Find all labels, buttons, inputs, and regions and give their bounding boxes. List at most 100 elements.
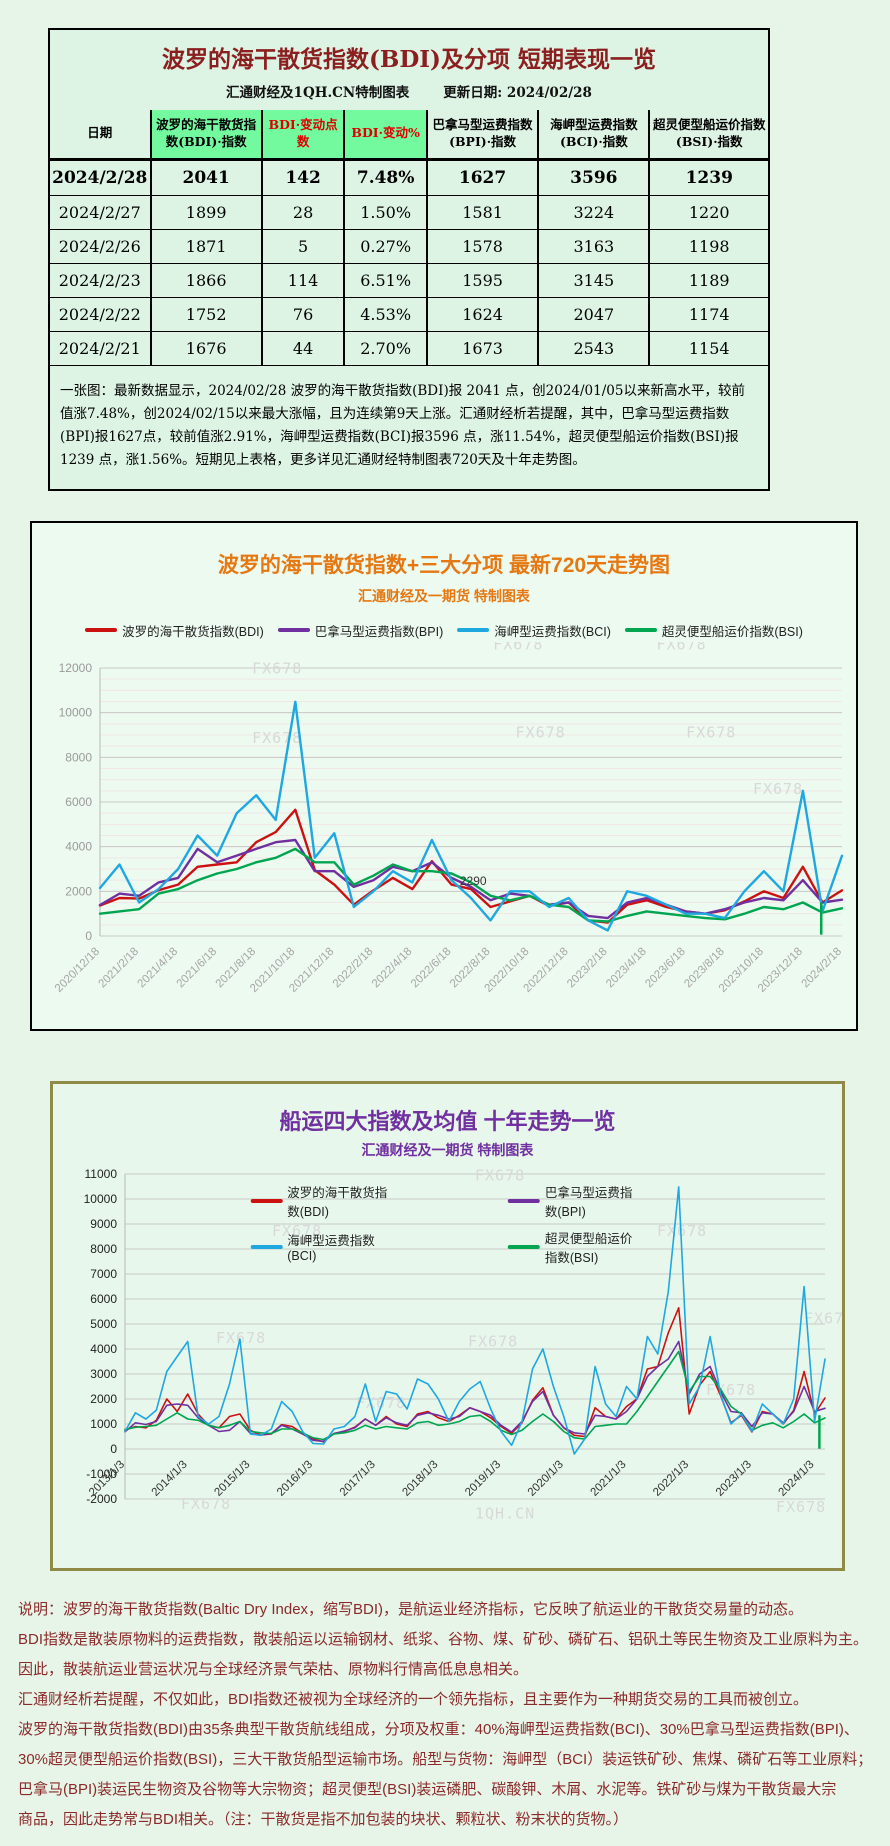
series-line (124, 1306, 826, 1443)
svg-text:FX678: FX678 (475, 1166, 525, 1184)
legend-label: 巴拿马型运费指数(BPI) (314, 624, 444, 639)
explanation-line: 波罗的海干散货指数(BDI)由35条典型干散货航线组成，分项及权重：40%海岬型… (18, 1720, 859, 1738)
svg-text:2021/6/18: 2021/6/18 (175, 945, 220, 990)
svg-text:2290: 2290 (460, 873, 487, 887)
explanation-line: 30%超灵便型船运价指数(BSI)，三大干散货船型运输市场。船型与货物：海岬型（… (18, 1750, 873, 1768)
table-cell: 7.48% (343, 158, 427, 196)
svg-text:8000: 8000 (90, 1242, 117, 1256)
table-cell: 1189 (648, 262, 768, 298)
svg-text:2000: 2000 (90, 1392, 117, 1406)
svg-text:5000: 5000 (90, 1317, 117, 1331)
legend-item: 波罗的海干散货指数(BDI) (85, 621, 264, 640)
svg-text:FX678: FX678 (181, 1494, 231, 1512)
column-header: BDI·变动点数 (260, 110, 345, 161)
svg-text:2021/4/18: 2021/4/18 (136, 945, 181, 990)
svg-text:0: 0 (85, 929, 92, 943)
svg-text:2024/1/3: 2024/1/3 (777, 1458, 817, 1498)
svg-text:FX678: FX678 (776, 1498, 826, 1516)
legend-item: 波罗的海干散货指数(BDI) (250, 1182, 388, 1220)
table-source: 汇通财经及1QH.CN特制图表 (226, 85, 410, 101)
legend-swatch-icon (624, 628, 657, 633)
legend-item: 海岬型运费指数(BCI) (457, 621, 611, 640)
svg-text:2022/4/18: 2022/4/18 (370, 945, 415, 990)
svg-text:2024/2/18: 2024/2/18 (799, 945, 844, 990)
series-line (124, 1350, 826, 1440)
svg-text:2019/1/3: 2019/1/3 (463, 1458, 503, 1498)
svg-text:4000: 4000 (65, 839, 92, 853)
table-cell: 2024/2/28 (50, 158, 151, 196)
svg-text:FX678: FX678 (706, 1381, 756, 1399)
table-subtitle: 汇通财经及1QH.CN特制图表 更新日期: 2024/02/28 (50, 74, 768, 110)
table-cell: 2024/2/26 (50, 228, 151, 264)
svg-text:FX678: FX678 (252, 659, 302, 677)
svg-text:2014/1/3: 2014/1/3 (150, 1458, 190, 1498)
table-row: 2024/2/21 1676 44 2.70% 1673 2543 1154 (50, 330, 768, 365)
svg-text:2016/1/3: 2016/1/3 (275, 1458, 315, 1498)
svg-text:6000: 6000 (90, 1292, 117, 1306)
legend-swatch-icon (457, 628, 490, 633)
table-cell: 1752 (149, 296, 262, 332)
table-cell: 1174 (648, 296, 768, 332)
table-cell: 3224 (537, 194, 650, 230)
table-cell: 1624 (425, 296, 539, 332)
legend-swatch-icon (250, 1244, 283, 1249)
table-cell: 3163 (537, 228, 650, 264)
table-row: 2024/2/28 2041 142 7.48% 1627 3596 1239 (50, 158, 768, 196)
column-header: 超灵便型船运价指数(BSI)·指数 (648, 110, 768, 161)
table-title: 波罗的海干散货指数(BDI)及分项 短期表现一览 (162, 46, 656, 73)
chart-10y-legend: 波罗的海干散货指数(BDI) 巴拿马型运费指数(BPI) 海岬型运费指数(BCI) 超… (250, 1182, 645, 1266)
series-line (124, 1185, 826, 1455)
svg-text:9000: 9000 (90, 1217, 117, 1231)
legend-swatch-icon (277, 628, 310, 633)
table-cell: 1595 (425, 262, 539, 298)
column-header: BDI·变动% (343, 110, 427, 161)
table-cell: 1899 (149, 194, 262, 230)
legend-swatch-icon (507, 1198, 540, 1203)
legend-label: 波罗的海干散货指数(BDI) (122, 624, 264, 639)
svg-text:FX678: FX678 (252, 729, 302, 747)
series-line (98, 847, 844, 923)
series-line (98, 700, 844, 932)
table-cell: 1154 (648, 330, 768, 365)
table-cell: 2543 (537, 330, 650, 365)
table-cell: 114 (260, 262, 345, 298)
table-cell: 3596 (537, 158, 650, 196)
legend-swatch-icon (85, 628, 118, 633)
svg-text:2022/2/18: 2022/2/18 (331, 945, 376, 990)
chart-10y: FX678 FX678 FX678 FX678 FX678 FX678 FX678 FX678… (84, 1166, 842, 1522)
explanation-line: 商品，因此走势常与BDI相关。（注：干散货是指不加包装的块状、颗粒状、粉末状的货… (18, 1810, 629, 1828)
table-cell: 2024/2/21 (50, 330, 151, 365)
svg-text:2023/6/18: 2023/6/18 (643, 945, 688, 990)
svg-text:2020/1/3: 2020/1/3 (526, 1458, 566, 1498)
chart-720d: FX678 FX678 FX678 FX678 FX678 FX678 FX678 0 2000… (53, 642, 844, 995)
svg-text:8000: 8000 (65, 750, 92, 764)
table-cell: 1871 (149, 228, 262, 264)
svg-text:FX678: FX678 (272, 1221, 322, 1239)
svg-text:FX678: FX678 (657, 1221, 707, 1239)
svg-text:FX678: FX678 (516, 723, 566, 741)
legend-item: 海岬型运费指数(BCI) (250, 1228, 388, 1266)
svg-text:10000: 10000 (59, 705, 93, 719)
table-cell: 1239 (648, 158, 768, 196)
gridlines (99, 667, 842, 937)
svg-text:2017/1/3: 2017/1/3 (338, 1458, 378, 1498)
legend-swatch-icon (507, 1244, 540, 1249)
svg-text:1000: 1000 (90, 1417, 117, 1431)
table-cell: 4.53% (343, 296, 427, 332)
legend-label: 波罗的海干散货指数(BDI) (287, 1185, 388, 1219)
chart-10y-card: 船运四大指数及均值 十年走势一览 汇通财经及一期货 特制图表 波罗的海干散货指数… (50, 1080, 845, 1571)
chart-720d-card: 波罗的海干散货指数+三大分项 最新720天走势图 汇通财经及一期货 特制图表 波… (30, 520, 858, 1031)
svg-text:2015/1/3: 2015/1/3 (212, 1458, 252, 1498)
table-row: 2024/2/26 1871 5 0.27% 1578 3163 1198 (50, 228, 768, 264)
svg-text:FX678: FX678 (804, 1309, 842, 1327)
table-update-date: 更新日期: 2024/02/28 (443, 85, 592, 101)
column-header: 海岬型运费指数(BCI)·指数 (537, 110, 650, 161)
svg-text:2020/12/18: 2020/12/18 (53, 945, 102, 994)
column-header: 日期 (50, 110, 151, 161)
table-cell: 2047 (537, 296, 650, 332)
series-line (98, 838, 844, 919)
legend-item: 超灵便型船运价指数(BSI) (507, 1228, 645, 1266)
svg-text:-2000: -2000 (86, 1492, 117, 1506)
series-line (98, 808, 844, 924)
svg-text:6000: 6000 (65, 795, 92, 809)
